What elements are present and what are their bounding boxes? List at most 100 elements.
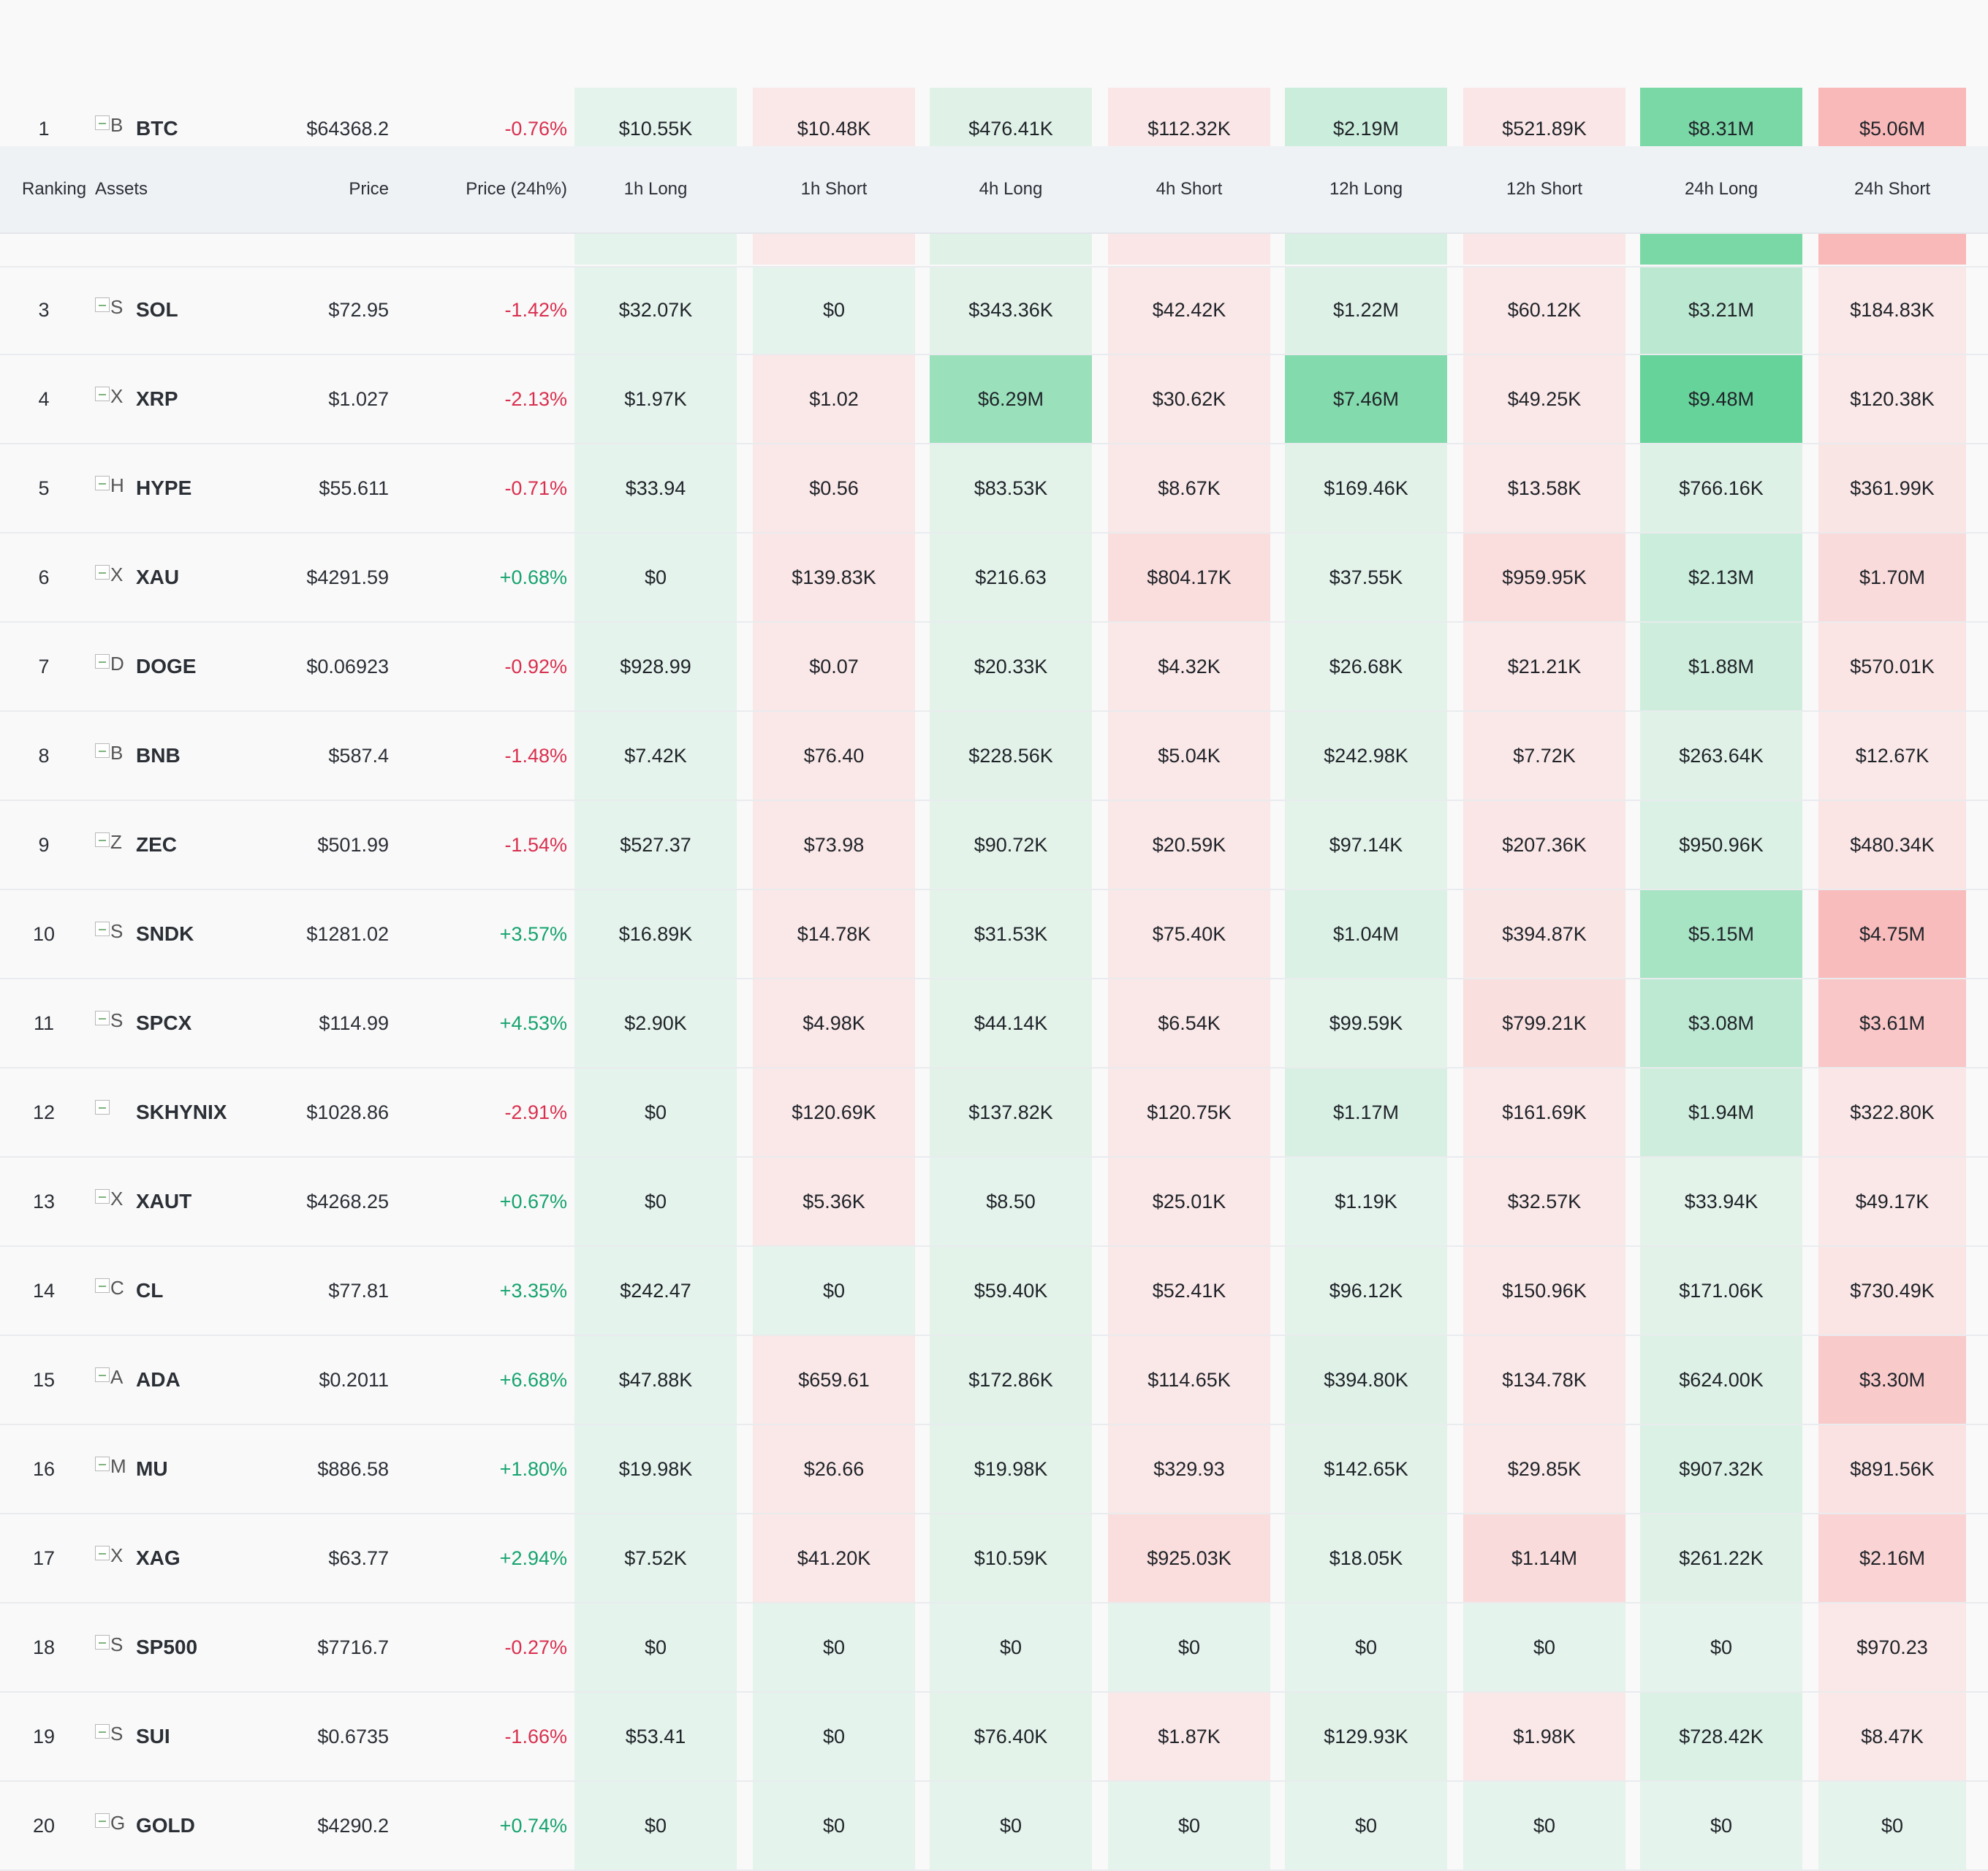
- asset-symbol[interactable]: XRP: [136, 387, 178, 410]
- table-row[interactable]: 5 H HYPE $55.611 -0.71% $33.94 $0.56 $83.53K $8.…: [0, 444, 1988, 534]
- asset-symbol[interactable]: SUI: [136, 1725, 170, 1747]
- table-row[interactable]: 14 C CL $77.81 +3.35% $242.47 $0 $59.40K $52.41K…: [0, 1247, 1988, 1336]
- table-row[interactable]: 15 A ADA $0.2011 +6.68% $47.88K $659.61 $172.86…: [0, 1336, 1988, 1425]
- asset-symbol[interactable]: MU: [136, 1457, 168, 1480]
- header-24h-long[interactable]: 24h Long: [1684, 179, 1759, 199]
- asset-cell[interactable]: S SOL: [95, 266, 278, 354]
- rank-cell: 13: [32, 1190, 56, 1212]
- asset-cell[interactable]: S SNDK: [95, 890, 278, 978]
- cell-12h-short: $49.25K: [1463, 355, 1625, 443]
- cell-1h-short: $0.56: [753, 444, 915, 532]
- asset-cell[interactable]: S SUI: [95, 1693, 278, 1780]
- header-price[interactable]: Price: [349, 179, 389, 199]
- table-row[interactable]: 16 M MU $886.58 +1.80% $19.98K $26.66 $19.98K $3…: [0, 1425, 1988, 1514]
- table-row[interactable]: 8 B BNB $587.4 -1.48% $7.42K $76.40 $228.56K $5.…: [0, 712, 1988, 801]
- asset-logo-icon: X: [95, 1546, 132, 1571]
- table-row[interactable]: 10 S SNDK $1281.02 +3.57% $16.89K $14.78K $31.5…: [0, 890, 1988, 979]
- asset-cell[interactable]: X XAU: [95, 534, 278, 621]
- asset-symbol[interactable]: SNDK: [136, 922, 194, 945]
- table-row[interactable]: 6 X XAU $4291.59 +0.68% $0 $139.83K $216.63 $804…: [0, 534, 1988, 623]
- header-24h-short[interactable]: 24h Short: [1854, 179, 1931, 199]
- asset-cell[interactable]: Z ZEC: [95, 801, 278, 889]
- cell-12h-short: $32.57K: [1463, 1158, 1625, 1245]
- asset-symbol[interactable]: SKHYNIX: [136, 1101, 227, 1123]
- cell-12h-long: $96.12K: [1285, 1247, 1447, 1335]
- asset-logo-icon: [95, 1100, 132, 1125]
- cell-1h-short: $1.02: [753, 355, 915, 443]
- asset-symbol[interactable]: ADA: [136, 1368, 181, 1391]
- cell-4h-long: $8.50: [930, 1158, 1092, 1245]
- table-row[interactable]: 1 B BTC $64368.2 -0.76% $10.55K $10.48K $476.41…: [0, 88, 1988, 146]
- header-1h-long[interactable]: 1h Long: [623, 179, 688, 199]
- asset-symbol[interactable]: GOLD: [136, 1814, 195, 1837]
- asset-cell[interactable]: H HYPE: [95, 444, 278, 532]
- table-row[interactable]: 20 G GOLD $4290.2 +0.74% $0 $0 $0 $0 $0 $0 $0 $0: [0, 1782, 1988, 1871]
- asset-symbol[interactable]: XAG: [136, 1546, 181, 1569]
- logo-alt-text: X: [110, 565, 124, 585]
- header-assets[interactable]: Assets: [95, 179, 148, 199]
- cell-12h-long: $18.05K: [1285, 1514, 1447, 1602]
- asset-symbol[interactable]: BNB: [136, 744, 181, 767]
- table-row[interactable]: 9 Z ZEC $501.99 -1.54% $527.37 $73.98 $90.72K $2…: [0, 801, 1988, 890]
- header-1h-short[interactable]: 1h Short: [800, 179, 868, 199]
- cell-4h-short: $20.59K: [1108, 801, 1270, 889]
- cell-24h-long: $1.94M: [1640, 1069, 1802, 1156]
- asset-symbol[interactable]: BTC: [136, 117, 178, 140]
- asset-cell[interactable]: D DOGE: [95, 623, 278, 710]
- asset-symbol[interactable]: DOGE: [136, 655, 197, 678]
- table-row[interactable]: 18 S SP500 $7716.7 -0.27% $0 $0 $0 $0 $0 $0 $0 $970.…: [0, 1604, 1988, 1693]
- asset-cell[interactable]: SKHYNIX: [95, 1069, 278, 1156]
- cell-4h-long: $76.40K: [930, 1693, 1092, 1780]
- price-cell: $501.99: [317, 833, 389, 856]
- asset-cell[interactable]: B BTC: [95, 88, 278, 146]
- cell-12h-long: $1.19K: [1285, 1158, 1447, 1245]
- asset-symbol[interactable]: ZEC: [136, 833, 177, 856]
- asset-cell[interactable]: A ADA: [95, 1336, 278, 1424]
- table-row[interactable]: 7 D DOGE $0.06923 -0.92% $928.99 $0.07 $20.33K $…: [0, 623, 1988, 712]
- asset-symbol[interactable]: CL: [136, 1279, 164, 1302]
- header-12h-long[interactable]: 12h Long: [1329, 179, 1403, 199]
- asset-cell[interactable]: M MU: [95, 1425, 278, 1513]
- cell-1h-long: $0: [574, 1069, 737, 1156]
- asset-symbol[interactable]: HYPE: [136, 477, 192, 499]
- asset-logo-icon: S: [95, 922, 132, 946]
- table-row[interactable]: 4 X XRP $1.027 -2.13% $1.97K $1.02 $6.29M $30.62…: [0, 355, 1988, 444]
- cell-24h-long: $907.32K: [1640, 1425, 1802, 1513]
- hidden-cell-4h-short: [1108, 234, 1270, 265]
- cell-4h-long: $10.59K: [930, 1514, 1092, 1602]
- asset-symbol[interactable]: SOL: [136, 298, 178, 321]
- asset-cell[interactable]: G GOLD: [95, 1782, 278, 1870]
- asset-cell[interactable]: C CL: [95, 1247, 278, 1335]
- header-12h-short[interactable]: 12h Short: [1506, 179, 1583, 199]
- asset-symbol[interactable]: SPCX: [136, 1012, 192, 1034]
- cell-12h-short: $0: [1463, 1782, 1625, 1870]
- cell-24h-short: $1.70M: [1818, 534, 1966, 621]
- header-4h-long[interactable]: 4h Long: [979, 179, 1043, 199]
- asset-cell[interactable]: X XRP: [95, 355, 278, 443]
- asset-cell[interactable]: S SP500: [95, 1604, 278, 1691]
- asset-symbol[interactable]: XAUT: [136, 1190, 192, 1212]
- table-row[interactable]: 17 X XAG $63.77 +2.94% $7.52K $41.20K $10.59K $9…: [0, 1514, 1988, 1604]
- cell-12h-long: $0: [1285, 1782, 1447, 1870]
- header-4h-short[interactable]: 4h Short: [1156, 179, 1223, 199]
- header-price-change[interactable]: Price (24h%): [466, 179, 567, 199]
- table-row[interactable]: 13 X XAUT $4268.25 +0.67% $0 $5.36K $8.50 $25.01…: [0, 1158, 1988, 1247]
- asset-logo-icon: C: [95, 1278, 132, 1303]
- asset-cell[interactable]: X XAUT: [95, 1158, 278, 1245]
- asset-symbol[interactable]: SP500: [136, 1636, 198, 1658]
- logo-alt-text: S: [110, 297, 124, 318]
- cell-24h-short: $322.80K: [1818, 1069, 1966, 1156]
- table-row[interactable]: 12 SKHYNIX $1028.86 -2.91% $0 $120.69K $137.82…: [0, 1069, 1988, 1158]
- rank-cell: 19: [32, 1725, 56, 1747]
- price-cell: $63.77: [328, 1546, 389, 1569]
- cell-1h-short: $41.20K: [753, 1514, 915, 1602]
- table-row[interactable]: 11 S SPCX $114.99 +4.53% $2.90K $4.98K $44.14K $…: [0, 979, 1988, 1069]
- asset-cell[interactable]: S SPCX: [95, 979, 278, 1067]
- cell-24h-short: $2.16M: [1818, 1514, 1966, 1602]
- asset-cell[interactable]: X XAG: [95, 1514, 278, 1602]
- table-row[interactable]: 3 S SOL $72.95 -1.42% $32.07K $0 $343.36K $42.42…: [0, 266, 1988, 355]
- asset-cell[interactable]: B BNB: [95, 712, 278, 800]
- header-ranking[interactable]: Ranking: [22, 179, 87, 199]
- asset-symbol[interactable]: XAU: [136, 566, 180, 588]
- table-row[interactable]: 19 S SUI $0.6735 -1.66% $53.41 $0 $76.40K $1.87K…: [0, 1693, 1988, 1782]
